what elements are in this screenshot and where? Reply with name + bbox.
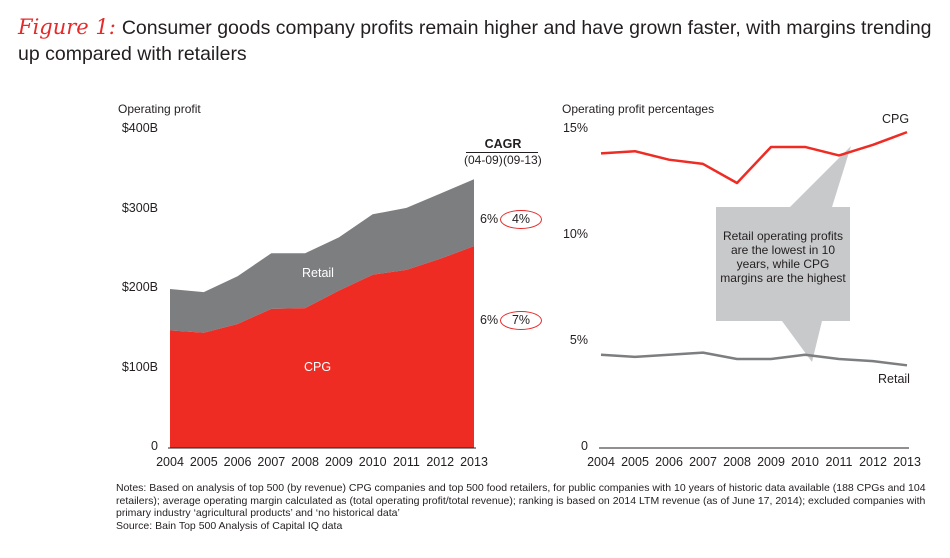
callout-text: Retail operating profits are the lowest … bbox=[720, 229, 846, 285]
area-label-retail: Retail bbox=[302, 266, 334, 280]
callout-pointer-up bbox=[790, 146, 851, 207]
left-xtick-label: 2005 bbox=[189, 455, 218, 469]
notes-source: Source: Bain Top 500 Analysis of Capital… bbox=[116, 519, 343, 532]
cagr-period-1: (04-09) bbox=[464, 153, 503, 167]
right-xtick-label: 2007 bbox=[689, 455, 717, 469]
left-ytick-label: $200B bbox=[121, 280, 158, 294]
line-label-cpg: CPG bbox=[882, 112, 910, 126]
retail-area bbox=[170, 179, 474, 333]
right-ytick-label: 0 bbox=[581, 439, 588, 453]
left-xtick-label: 2013 bbox=[460, 455, 488, 469]
left-xtick-label: 2009 bbox=[324, 455, 353, 469]
left-xtick-label: 2010 bbox=[358, 455, 387, 469]
figure-title: Figure 1: Consumer goods company profits … bbox=[18, 14, 938, 67]
left-ytick-label: 0 bbox=[151, 439, 158, 453]
left-ytick-label: $400B bbox=[121, 121, 158, 135]
left-xtick-label: 2011 bbox=[392, 455, 420, 469]
figure-label: Figure 1: bbox=[18, 15, 116, 39]
callout-pointer-down bbox=[782, 321, 822, 362]
left-ytick-label: $300B bbox=[121, 200, 158, 215]
right-xtick-label: 2009 bbox=[757, 455, 785, 469]
cagr-cpg-p2: 7% bbox=[500, 311, 542, 330]
cagr-period-2: (09-13) bbox=[503, 153, 542, 167]
right-xtick-label: 2011 bbox=[825, 455, 853, 469]
left-xtick-label: 2006 bbox=[223, 455, 252, 469]
left-xtick-label: 2012 bbox=[426, 455, 455, 469]
cagr-underline bbox=[466, 152, 538, 153]
right-xtick-label: 2004 bbox=[587, 455, 615, 469]
right-xtick-label: 2013 bbox=[893, 455, 921, 469]
right-xtick-label: 2012 bbox=[859, 455, 887, 469]
right-xtick-label: 2010 bbox=[791, 455, 819, 469]
right-xtick-label: 2008 bbox=[723, 455, 751, 469]
line-series-cpg bbox=[600, 130, 908, 185]
cagr-retail-p2: 4% bbox=[500, 210, 542, 229]
area-label-cpg: CPG bbox=[304, 360, 332, 374]
right-xtick-label: 2006 bbox=[655, 455, 683, 469]
line-series-retail bbox=[600, 351, 908, 367]
left-xtick-label: 2004 bbox=[156, 455, 184, 469]
cagr-cpg-p1: 6% bbox=[480, 313, 499, 327]
notes: Notes: Based on analysis of top 500 (by … bbox=[116, 482, 936, 532]
callout-box bbox=[716, 207, 850, 321]
cpg-area bbox=[170, 246, 474, 448]
left-ytick-label: $100B bbox=[121, 359, 158, 374]
right-ytick-label: 15% bbox=[562, 121, 588, 135]
left-xtick-label: 2007 bbox=[257, 455, 286, 469]
cagr-header: CAGR bbox=[484, 137, 522, 151]
right-chart-ylabel: Operating profit percentages bbox=[562, 102, 715, 116]
cagr-retail-p1: 6% bbox=[480, 212, 499, 226]
right-xtick-label: 2005 bbox=[621, 455, 649, 469]
line-label-retail: Retail bbox=[878, 372, 910, 386]
right-ytick-label: 10% bbox=[562, 227, 588, 241]
left-chart-ylabel: Operating profit bbox=[118, 102, 201, 116]
figure-title-text: Consumer goods company profits remain hi… bbox=[18, 17, 932, 65]
notes-text: Notes: Based on analysis of top 500 (by … bbox=[116, 482, 926, 519]
left-xtick-label: 2008 bbox=[291, 455, 320, 469]
right-ytick-label: 5% bbox=[569, 333, 588, 347]
